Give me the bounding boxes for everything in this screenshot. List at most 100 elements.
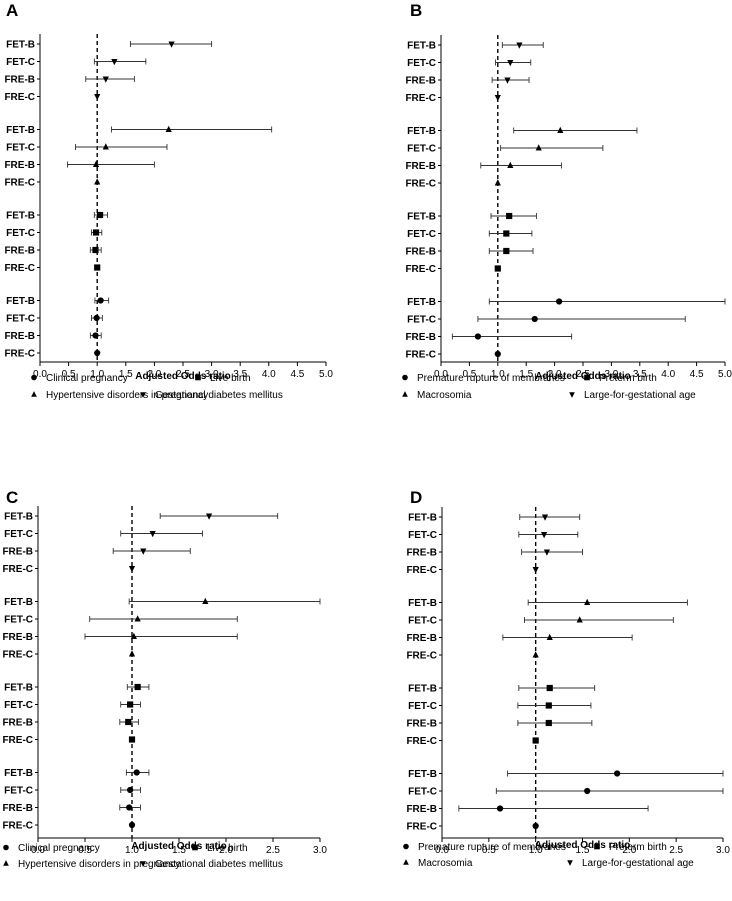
row-label: FET-C (407, 58, 436, 69)
point-triangle-up (130, 632, 137, 639)
point-triangle-up (102, 143, 109, 150)
point-square (503, 230, 510, 237)
row-label: FET-B (4, 683, 33, 694)
row-label: FET-C (408, 787, 437, 798)
legend-label: Premature rupture of membranes (417, 373, 565, 384)
point-triangle-up (546, 633, 553, 640)
legend-marker-triangle-up (403, 859, 409, 865)
point-circle (584, 787, 591, 795)
point-triangle-up (584, 598, 591, 605)
point-circle (126, 804, 133, 811)
legend-marker-triangle-up (3, 860, 9, 866)
row-label: FRE-B (406, 633, 437, 644)
point-triangle-down (504, 77, 511, 84)
x-tick-label: 1.0 (125, 845, 139, 856)
panel-letter: C (6, 488, 18, 507)
x-tick-label: 3.5 (633, 369, 647, 380)
point-triangle-down (494, 95, 501, 102)
point-triangle-down (149, 531, 156, 538)
point-triangle-down (102, 76, 109, 83)
row-label: FET-C (6, 143, 35, 154)
row-label: FRE-C (2, 735, 33, 746)
row-label: FRE-B (4, 331, 35, 342)
row-label: FET-C (6, 228, 35, 239)
row-label: FRE-B (405, 247, 436, 258)
x-tick-label: 3.0 (604, 369, 618, 380)
panel-D: D FET-B FET-C FRE-B FRE-C FET-B FET-C FRE-B FRE-… (403, 488, 730, 869)
row-label: FRE-C (405, 179, 436, 190)
x-tick-label: 3.5 (233, 369, 247, 380)
row-label: FRE-C (4, 349, 35, 360)
point-square (128, 736, 136, 743)
row-label: FET-B (6, 211, 35, 222)
x-axis-title: Adjusted Odds ratio (535, 371, 631, 382)
legend: Premature rupture of membranes Preterm bi… (402, 373, 696, 401)
point-square (545, 702, 552, 709)
row-label: FET-B (407, 126, 436, 137)
legend-marker-triangle-down (140, 392, 146, 398)
row-label: FRE-B (4, 75, 35, 86)
point-circle (94, 349, 101, 357)
point-square (94, 264, 101, 271)
row-label: FRE-C (4, 92, 35, 103)
x-tick-label: 2.0 (622, 845, 636, 856)
row-label: FRE-C (406, 651, 437, 662)
row-label: FRE-C (4, 263, 35, 274)
legend-marker-circle (403, 843, 409, 850)
legend-label: Gestational diabetes mellitus (155, 390, 283, 401)
x-tick-label: 2.5 (176, 369, 190, 380)
row-label: FET-B (408, 769, 437, 780)
row-label: FET-C (4, 700, 33, 711)
legend-label: Large-for-gestational age (582, 858, 694, 869)
row-label: FRE-C (406, 822, 437, 833)
row-label: FRE-C (2, 650, 33, 661)
point-square (494, 265, 501, 272)
row-label: FET-B (4, 597, 33, 608)
legend-label: Premature rupture of membranes (418, 842, 566, 853)
point-square (92, 229, 100, 236)
row-label: FET-B (407, 297, 436, 308)
point-triangle-down (128, 566, 136, 573)
point-triangle-up (535, 144, 542, 151)
row-label: FET-C (4, 786, 33, 797)
x-tick-label: 0.5 (62, 369, 76, 380)
legend-marker-square (192, 844, 198, 851)
panel-letter: B (410, 1, 422, 20)
panel-A: A FET-B FET-C FRE-B FRE-C FET-B FET-C FRE-B FRE-… (4, 1, 333, 401)
point-triangle-down (507, 60, 514, 67)
x-tick-label: 4.5 (690, 369, 704, 380)
point-square (127, 701, 134, 708)
legend: Clinical pregnancy Live birthHypertensive… (31, 373, 283, 401)
point-circle (97, 297, 104, 304)
point-circle (556, 298, 563, 305)
point-triangle-up (507, 161, 514, 168)
point-triangle-down (111, 59, 118, 66)
point-circle (494, 350, 501, 358)
row-label: FET-C (407, 144, 436, 155)
row-label: FET-C (408, 530, 437, 541)
point-square (134, 683, 141, 691)
panel-letter: D (410, 488, 422, 507)
x-tick-label: 3.0 (313, 845, 327, 856)
x-tick-label: 5.0 (718, 369, 732, 380)
row-label: FRE-B (406, 804, 437, 815)
panel-letter: A (6, 1, 18, 20)
point-square (125, 718, 132, 726)
point-square (92, 246, 99, 254)
legend-marker-square (584, 374, 590, 381)
legend-label: Large-for-gestational age (584, 390, 696, 401)
row-label: FRE-B (405, 332, 436, 343)
row-label: FET-B (4, 512, 33, 523)
x-tick-label: 3.0 (205, 369, 219, 380)
x-tick-label: 2.5 (266, 845, 280, 856)
x-tick-label: 0.5 (462, 369, 476, 380)
point-triangle-up (202, 597, 209, 604)
point-circle (92, 332, 99, 339)
row-label: FET-B (407, 212, 436, 223)
row-label: FRE-C (405, 264, 436, 275)
x-axis-title: Adjusted Odds ratio (131, 841, 227, 852)
legend-label: Clinical pregnancy (18, 843, 100, 854)
point-circle (614, 770, 621, 777)
point-circle (532, 822, 539, 830)
